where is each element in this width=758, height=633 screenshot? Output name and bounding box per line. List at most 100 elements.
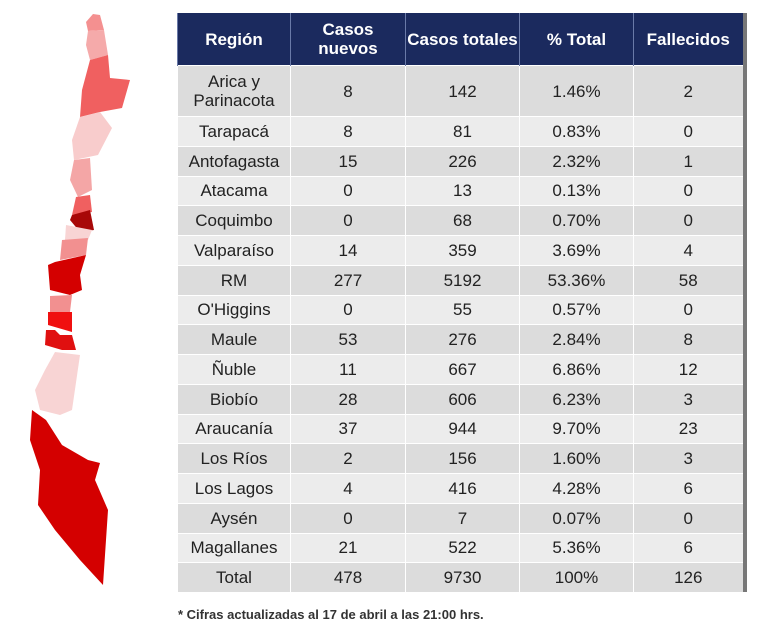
table-cell: Magallanes [177, 532, 291, 563]
table-cell: 0 [290, 502, 406, 533]
region-coquimbo [70, 158, 92, 197]
table-cell: 68 [405, 205, 520, 236]
covid-cases-table: Región Casos nuevos Casos totales% Total Fa… [177, 13, 743, 592]
table-cell: 3.69% [519, 235, 634, 266]
table-cell: Coquimbo [177, 205, 291, 236]
table-cell: 21 [290, 532, 406, 563]
table-cell: 0 [290, 294, 406, 325]
table-cell: 0 [633, 175, 743, 206]
table-cell: 944 [405, 413, 520, 444]
table-cell: 0.07% [519, 502, 634, 533]
table-cell: 156 [405, 443, 520, 474]
table-cell: 23 [633, 413, 743, 444]
table-cell: 13 [405, 175, 520, 206]
region-magallanes [30, 410, 108, 585]
table-header: Región Casos nuevos Casos totales% Total Fa… [177, 13, 743, 66]
table-cell: 359 [405, 235, 520, 266]
table-cell: Los Lagos [177, 473, 291, 504]
table-cell: 416 [405, 473, 520, 504]
table-cell: 3 [633, 443, 743, 474]
column-header: Fallecidos [633, 13, 743, 66]
table-cell: Ñuble [177, 354, 291, 385]
table-cell: Aysén [177, 502, 291, 533]
table-cell: 0.83% [519, 116, 634, 147]
table-cell: 522 [405, 532, 520, 563]
table-cell: Atacama [177, 175, 291, 206]
table-cell: Biobío [177, 383, 291, 414]
table-cell: Araucanía [177, 413, 291, 444]
table-cell: 2 [633, 65, 743, 117]
table-body: Arica y Parinacota 8 142 1.46% 2 Tarapacá 8 81 0… [177, 65, 743, 592]
table-cell: 478 [290, 562, 406, 592]
table-cell: 14 [290, 235, 406, 266]
table-cell: 7 [405, 502, 520, 533]
table-cell: Los Ríos [177, 443, 291, 474]
table-row: Los Lagos 4 416 4.28% 6 [177, 473, 743, 504]
table-cell: 4 [633, 235, 743, 266]
table-cell: 4 [290, 473, 406, 504]
table-cell: 81 [405, 116, 520, 147]
table-cell: 0.13% [519, 175, 634, 206]
table-cell: 0 [290, 205, 406, 236]
table-cell: 11 [290, 354, 406, 385]
table-cell: 9730 [405, 562, 520, 592]
table-cell: 142 [405, 65, 520, 117]
table-cell: 58 [633, 264, 743, 295]
table-cell: 9.70% [519, 413, 634, 444]
table-row: Los Ríos 2 156 1.60% 3 [177, 443, 743, 474]
region-antofagasta [80, 55, 130, 117]
total-row: Total 478 9730 100% 126 [177, 562, 743, 592]
region-rm [70, 210, 94, 232]
region-valparaiso [72, 195, 92, 215]
table-cell: 1 [633, 145, 743, 176]
table-cell: 1.46% [519, 65, 634, 117]
table-cell: 8 [290, 65, 406, 117]
table-cell: 100% [519, 562, 634, 592]
table-row: Antofagasta 15 226 2.32% 1 [177, 145, 743, 176]
table-cell: 0 [633, 294, 743, 325]
table-cell: 2.32% [519, 145, 634, 176]
region-atacama [72, 112, 112, 160]
column-header: Casos totales [405, 13, 520, 66]
region-araucania [50, 295, 72, 312]
table-cell: Tarapacá [177, 116, 291, 147]
table-cell: 126 [633, 562, 743, 592]
table-row: Araucanía 37 944 9.70% 23 [177, 413, 743, 444]
table-cell: 3 [633, 383, 743, 414]
table-cell: 6 [633, 532, 743, 563]
table-row: RM 277 5192 53.36% 58 [177, 264, 743, 295]
table-cell: 1.60% [519, 443, 634, 474]
table-cell: Arica y Parinacota [177, 65, 291, 117]
region-tarapaca [86, 30, 108, 60]
table-cell: 277 [290, 264, 406, 295]
table-cell: 0 [633, 205, 743, 236]
column-header: Casos nuevos [290, 13, 406, 66]
table-cell: 0.57% [519, 294, 634, 325]
region-arica [86, 14, 104, 31]
table-row: O'Higgins 0 55 0.57% 0 [177, 294, 743, 325]
table-row: Magallanes 21 522 5.36% 6 [177, 532, 743, 563]
table-row: Coquimbo 0 68 0.70% 0 [177, 205, 743, 236]
region-nuble-biobio [48, 255, 86, 295]
table-row: Tarapacá 8 81 0.83% 0 [177, 116, 743, 147]
column-header: Región [177, 13, 291, 66]
column-header: % Total [519, 13, 634, 66]
table-cell: 6.23% [519, 383, 634, 414]
table-row: Ñuble 11 667 6.86% 12 [177, 354, 743, 385]
table-cell: Total [177, 562, 291, 592]
table-cell: 0 [633, 502, 743, 533]
region-los-rios [48, 312, 72, 332]
table-cell: 4.28% [519, 473, 634, 504]
region-aysen [35, 352, 80, 415]
chile-region-map [30, 14, 130, 585]
table-cell: 0 [633, 116, 743, 147]
table-cell: 5.36% [519, 532, 634, 563]
table-cell: RM [177, 264, 291, 295]
table-cell: 226 [405, 145, 520, 176]
table-cell: 0 [290, 175, 406, 206]
table-row: Biobío 28 606 6.23% 3 [177, 383, 743, 414]
table-cell: 12 [633, 354, 743, 385]
table-cell: 8 [633, 324, 743, 355]
table-row: Atacama 0 13 0.13% 0 [177, 175, 743, 206]
table-row: Maule 53 276 2.84% 8 [177, 324, 743, 355]
